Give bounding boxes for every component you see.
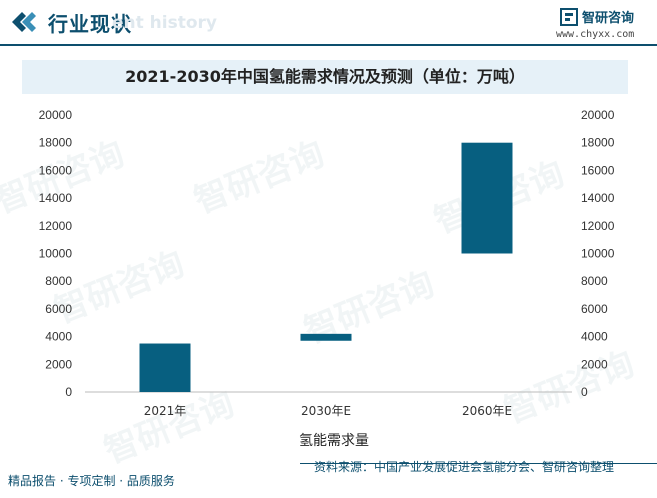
y-tick-label-left: 6000	[45, 302, 72, 316]
y-tick-label-left: 14000	[39, 191, 73, 205]
y-tick-label-right: 20000	[581, 108, 615, 122]
y-tick-label-right: 10000	[581, 247, 615, 261]
brand-logo-icon	[560, 8, 578, 26]
y-tick-label-left: 0	[65, 385, 72, 399]
y-tick-label-left: 20000	[39, 108, 73, 122]
section-title: 行业现状	[48, 12, 132, 36]
x-axis-ticks: 2021年 2030年E 2060年E	[144, 404, 512, 418]
y-tick-label-left: 16000	[39, 163, 73, 177]
y-axis-left: 0 2000 4000 6000 8000 10000 12000 14000 16000 180…	[39, 108, 73, 399]
y-tick-label-left: 8000	[45, 274, 72, 288]
top-header: 行业现状 ent history 智研咨询 www.chyxx.com	[0, 0, 657, 44]
bar-1	[139, 343, 191, 392]
y-axis-right: 0 2000 4000 6000 8000 10000 12000 14000 16000 180…	[581, 108, 615, 399]
bar-2	[300, 333, 352, 341]
y-tick-label-left: 10000	[39, 247, 73, 261]
double-chevron-icon	[12, 12, 36, 32]
y-tick-label-right: 16000	[581, 163, 615, 177]
y-tick-label-right: 12000	[581, 219, 615, 233]
x-tick-label: 2030年E	[301, 404, 351, 418]
y-tick-label-right: 18000	[581, 136, 615, 150]
y-tick-label-left: 2000	[45, 357, 72, 371]
footer-source: 资料来源：中国产业发展促进会氢能分会、智研咨询整理	[314, 460, 615, 474]
bar-3	[461, 142, 513, 254]
y-tick-label-left: 12000	[39, 219, 73, 233]
y-tick-label-right: 0	[581, 385, 588, 399]
x-tick-label: 2060年E	[462, 404, 512, 418]
brand-name: 智研咨询	[582, 11, 635, 26]
chart-title: 2021-2030年中国氢能需求情况及预测（单位：万吨）	[125, 67, 525, 86]
x-tick-label: 2021年	[144, 404, 187, 418]
header-divider	[0, 44, 657, 46]
y-tick-label-left: 4000	[45, 330, 72, 344]
brand-url[interactable]: www.chyxx.com	[556, 29, 635, 40]
y-tick-label-right: 8000	[581, 274, 608, 288]
y-tick-label-right: 4000	[581, 330, 608, 344]
section-ghost-text: ent history	[112, 13, 217, 33]
chart-title-band: 2021-2030年中国氢能需求情况及预测（单位：万吨）	[22, 60, 628, 94]
footer-slogan: 精品报告 · 专项定制 · 品质服务	[8, 474, 175, 488]
y-tick-label-right: 14000	[581, 191, 615, 205]
footer-divider	[300, 463, 657, 464]
y-tick-label-right: 6000	[581, 302, 608, 316]
y-tick-label-right: 2000	[581, 357, 608, 371]
y-tick-label-left: 18000	[39, 136, 73, 150]
x-axis-label: 氢能需求量	[299, 433, 369, 449]
bar-series	[139, 142, 513, 392]
